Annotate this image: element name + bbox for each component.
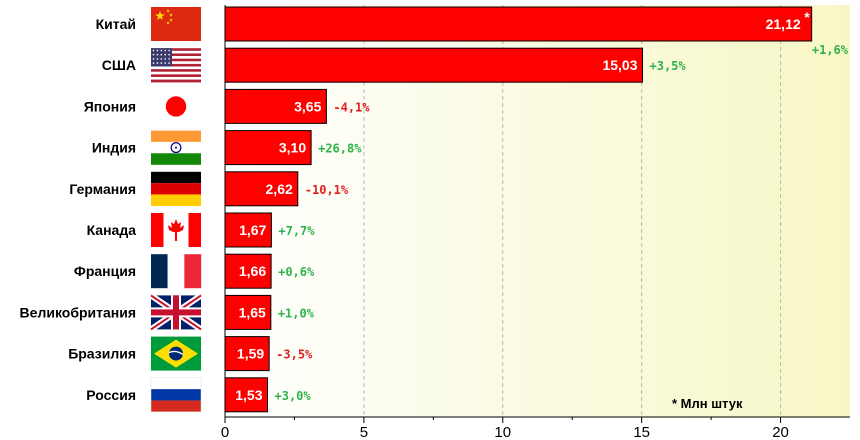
change-label: +1,0%	[278, 306, 315, 320]
bar-value-label: 15,03	[602, 57, 637, 73]
brazil-flag	[151, 336, 201, 371]
bar-value-label: 1,53	[235, 387, 262, 403]
bar	[224, 130, 312, 166]
bar-value-label: 1,66	[239, 263, 266, 279]
country-label: Россия	[86, 387, 136, 403]
bar-value-label: 3,10	[279, 140, 306, 156]
change-label: -10,1%	[305, 183, 349, 197]
bar-value-label: 1,67	[239, 222, 266, 238]
country-label: Великобритания	[20, 304, 136, 320]
change-label: +0,6%	[278, 265, 315, 279]
country-label: США	[102, 57, 136, 73]
country-label: Бразилия	[68, 346, 136, 362]
change-label: -3,5%	[276, 348, 313, 362]
china-flag	[151, 7, 201, 41]
russia-flag	[150, 377, 202, 413]
bar-value-label: 1,65	[239, 304, 266, 320]
bar	[224, 47, 643, 83]
footnote: * Млн штук	[672, 396, 743, 411]
bar	[224, 6, 813, 42]
x-tick-label: 15	[633, 424, 650, 440]
change-label: +7,7%	[278, 224, 315, 238]
x-tick-label: 10	[494, 424, 511, 440]
india-flag	[151, 130, 201, 165]
x-tick-label: 5	[360, 424, 368, 440]
footnote-marker: *	[804, 9, 810, 25]
bar-value-label: 3,65	[294, 98, 321, 114]
change-label: +1,6%	[812, 43, 849, 57]
change-label: +26,8%	[318, 142, 362, 156]
country-label: Китай	[96, 16, 136, 32]
change-label: +3,5%	[650, 59, 687, 73]
japan-flag	[151, 89, 201, 124]
country-label: Германия	[69, 181, 136, 197]
bar	[224, 294, 272, 330]
bar	[224, 377, 268, 413]
country-label: Франция	[74, 263, 136, 279]
country-label: Канада	[87, 222, 137, 238]
country-label: Индия	[92, 140, 136, 156]
change-label: +3,0%	[275, 389, 312, 403]
bar	[224, 212, 272, 248]
x-tick-label: 0	[221, 424, 229, 440]
canada-flag	[151, 213, 201, 247]
bar	[224, 171, 299, 207]
change-label: -4,1%	[333, 100, 370, 114]
usa-flag	[151, 48, 201, 83]
bar-value-label: 1,59	[237, 346, 264, 362]
x-tick-label: 20	[772, 424, 789, 440]
bar-value-label: 2,62	[266, 181, 293, 197]
france-flag	[151, 254, 202, 289]
bar-value-label: 21,12	[766, 16, 801, 32]
germany-flag	[151, 171, 201, 206]
country-label: Япония	[84, 98, 136, 114]
uk-flag	[149, 292, 203, 332]
